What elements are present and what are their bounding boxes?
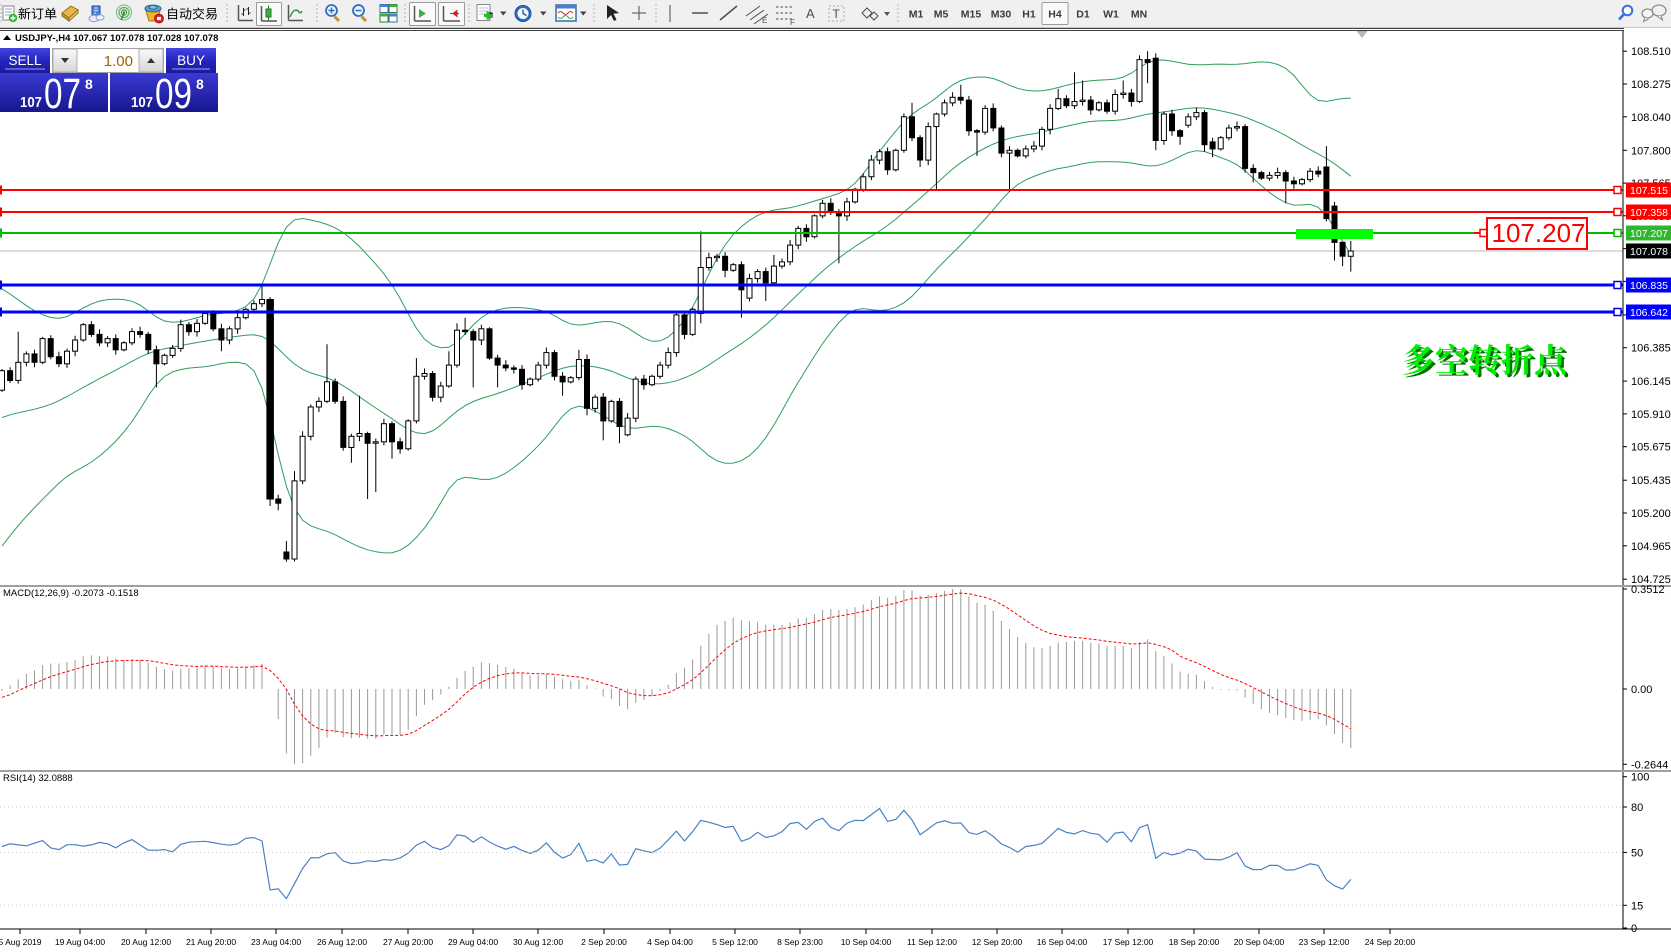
svg-text:26 Aug 12:00: 26 Aug 12:00 — [317, 937, 367, 947]
svg-text:50: 50 — [1631, 847, 1643, 859]
svg-text:105.435: 105.435 — [1631, 475, 1671, 487]
svg-text:2 Sep 20:00: 2 Sep 20:00 — [581, 937, 627, 947]
svg-text:106.145: 106.145 — [1631, 376, 1671, 388]
svg-text:09: 09 — [155, 70, 192, 118]
svg-text:100: 100 — [1631, 772, 1649, 784]
svg-text:108.040: 108.040 — [1631, 112, 1671, 124]
svg-text:107.078: 107.078 — [1630, 246, 1668, 258]
svg-text:104.725: 104.725 — [1631, 574, 1671, 586]
svg-text:BUY: BUY — [177, 53, 205, 68]
svg-text:RSI(14) 32.0888: RSI(14) 32.0888 — [3, 773, 73, 784]
svg-text:107: 107 — [20, 94, 42, 111]
svg-text:5 Aug 2019: 5 Aug 2019 — [0, 937, 42, 947]
svg-text:17 Sep 12:00: 17 Sep 12:00 — [1103, 937, 1154, 947]
svg-text:F: F — [790, 18, 795, 27]
svg-text:19 Aug 04:00: 19 Aug 04:00 — [55, 937, 105, 947]
svg-text:29 Aug 04:00: 29 Aug 04:00 — [448, 937, 498, 947]
svg-text:M1: M1 — [909, 9, 924, 21]
svg-text:106.835: 106.835 — [1630, 280, 1668, 292]
svg-text:107.358: 107.358 — [1630, 207, 1668, 219]
svg-text:107: 107 — [131, 94, 153, 111]
svg-text:MN: MN — [1131, 9, 1147, 21]
svg-text:107.207: 107.207 — [1630, 228, 1668, 240]
svg-text:107.207: 107.207 — [1492, 218, 1586, 248]
svg-text:D1: D1 — [1076, 9, 1090, 21]
svg-text:105.910: 105.910 — [1631, 409, 1671, 421]
svg-text:MACD(12,26,9) -0.2073 -0.1518: MACD(12,26,9) -0.2073 -0.1518 — [3, 588, 139, 599]
svg-text:H4: H4 — [1048, 9, 1062, 21]
svg-text:30 Aug 12:00: 30 Aug 12:00 — [513, 937, 563, 947]
svg-text:20 Aug 12:00: 20 Aug 12:00 — [121, 937, 171, 947]
svg-text:23 Aug 04:00: 23 Aug 04:00 — [251, 937, 301, 947]
svg-text:80: 80 — [1631, 802, 1643, 814]
svg-text:0.3512: 0.3512 — [1631, 584, 1665, 596]
svg-text:M5: M5 — [934, 9, 949, 21]
svg-text:SELL: SELL — [8, 53, 42, 68]
svg-text:12 Sep 20:00: 12 Sep 20:00 — [972, 937, 1023, 947]
svg-text:8: 8 — [85, 76, 93, 92]
svg-text:10 Sep 04:00: 10 Sep 04:00 — [841, 937, 892, 947]
svg-text:M30: M30 — [991, 9, 1012, 21]
svg-text:M15: M15 — [961, 9, 982, 21]
svg-text:E: E — [762, 16, 767, 25]
svg-text:8: 8 — [196, 76, 204, 92]
svg-text:0.00: 0.00 — [1631, 684, 1652, 696]
svg-text:105.200: 105.200 — [1631, 508, 1671, 520]
svg-text:107.800: 107.800 — [1631, 145, 1671, 157]
svg-text:20 Sep 04:00: 20 Sep 04:00 — [1234, 937, 1285, 947]
svg-text:18 Sep 20:00: 18 Sep 20:00 — [1169, 937, 1220, 947]
svg-text:106.385: 106.385 — [1631, 343, 1671, 355]
svg-text:-0.2644: -0.2644 — [1631, 759, 1668, 771]
svg-text:5 Sep 12:00: 5 Sep 12:00 — [712, 937, 758, 947]
svg-text:24 Sep 20:00: 24 Sep 20:00 — [1365, 937, 1416, 947]
svg-text:07: 07 — [44, 70, 81, 118]
svg-text:1.00: 1.00 — [104, 53, 133, 70]
svg-text:H1: H1 — [1022, 9, 1036, 21]
svg-text:W1: W1 — [1103, 9, 1119, 21]
svg-text:4 Sep 04:00: 4 Sep 04:00 — [647, 937, 693, 947]
svg-text:8 Sep 23:00: 8 Sep 23:00 — [777, 937, 823, 947]
svg-text:USDJPY-,H4 107.067 107.078 10: USDJPY-,H4 107.067 107.078 107.028 107.0… — [15, 33, 218, 44]
svg-text:104.965: 104.965 — [1631, 541, 1671, 553]
svg-text:105.675: 105.675 — [1631, 442, 1671, 454]
svg-text:11 Sep 12:00: 11 Sep 12:00 — [907, 937, 957, 947]
svg-text:107.515: 107.515 — [1630, 185, 1668, 197]
svg-text:0: 0 — [1631, 923, 1637, 935]
svg-text:A: A — [806, 6, 815, 21]
svg-text:108.510: 108.510 — [1631, 46, 1671, 58]
svg-text:21 Aug 20:00: 21 Aug 20:00 — [186, 937, 236, 947]
svg-text:27 Aug 20:00: 27 Aug 20:00 — [383, 937, 433, 947]
svg-text:106.642: 106.642 — [1630, 307, 1668, 319]
svg-text:108.275: 108.275 — [1631, 79, 1671, 91]
svg-text:23 Sep 12:00: 23 Sep 12:00 — [1299, 937, 1350, 947]
svg-text:16 Sep 04:00: 16 Sep 04:00 — [1037, 937, 1088, 947]
svg-text:15: 15 — [1631, 900, 1643, 912]
svg-text:T: T — [833, 7, 841, 21]
